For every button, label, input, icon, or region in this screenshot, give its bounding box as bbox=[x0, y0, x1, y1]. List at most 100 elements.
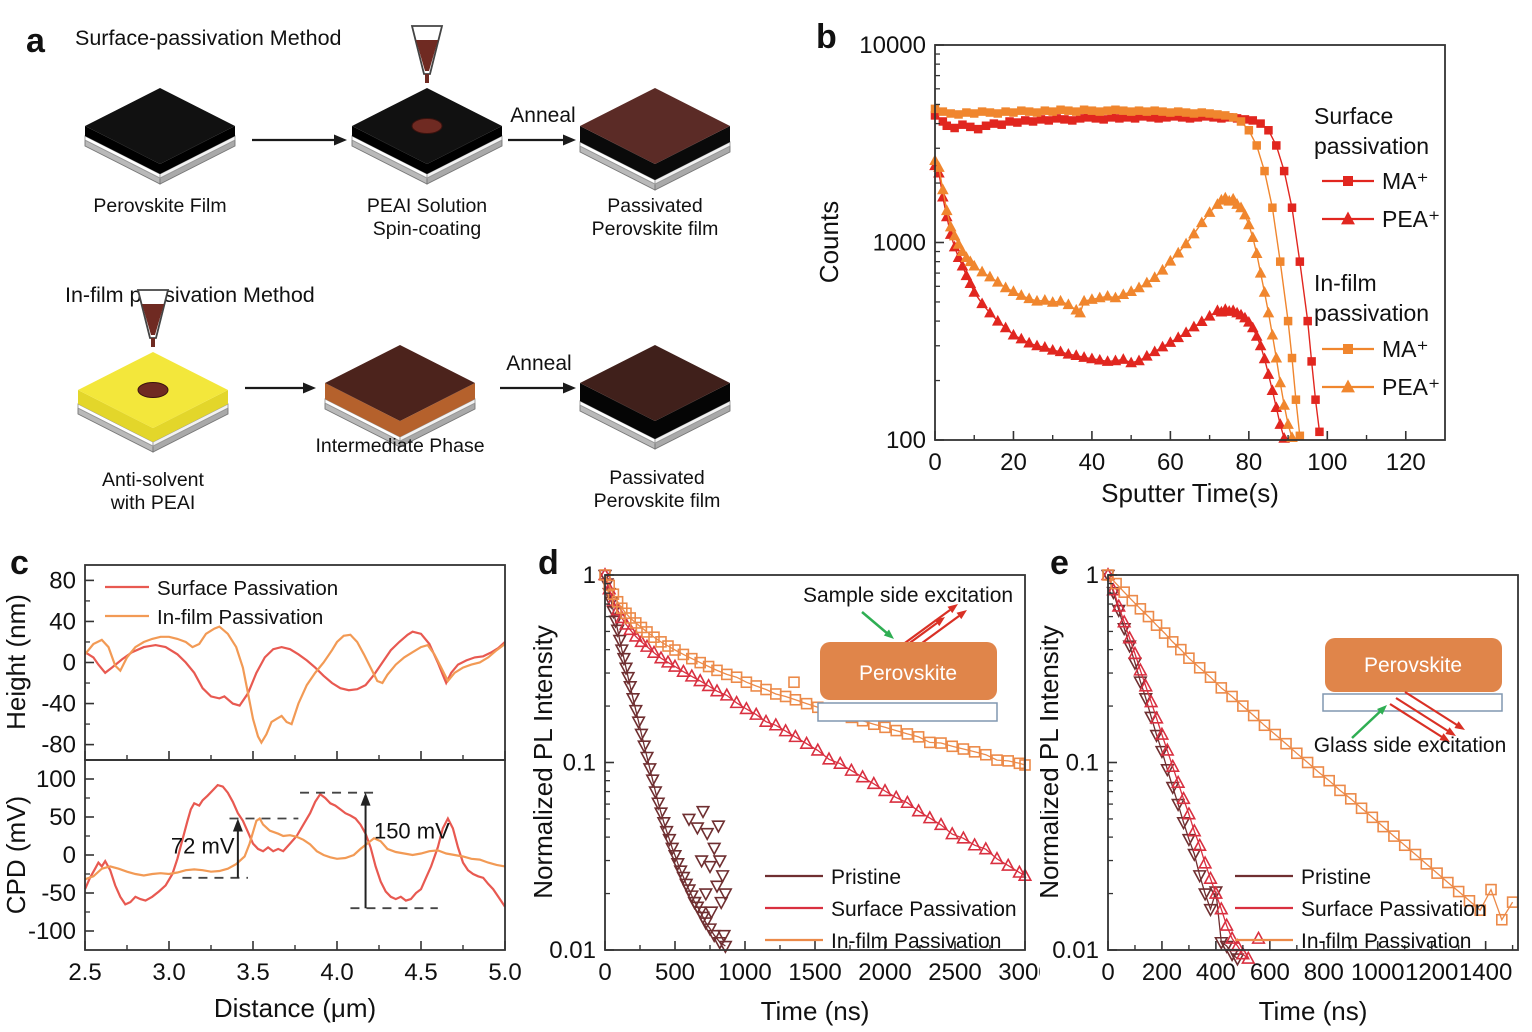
svg-text:1: 1 bbox=[1086, 562, 1099, 589]
x-axis-label: Time (ns) bbox=[761, 996, 870, 1026]
film-perovskite bbox=[84, 88, 236, 185]
panel-letter-b: b bbox=[816, 18, 837, 56]
svg-text:Surface Passivation: Surface Passivation bbox=[1301, 898, 1487, 921]
legend-item: Pristine bbox=[1235, 866, 1371, 889]
svg-text:-40: -40 bbox=[41, 691, 76, 718]
y-axis-label: Counts bbox=[814, 201, 844, 283]
series-surface-passivation-pea- bbox=[929, 159, 1290, 443]
svg-text:passivation: passivation bbox=[1314, 300, 1429, 326]
process-arrow: Anneal bbox=[508, 104, 576, 146]
svg-text:3.0: 3.0 bbox=[152, 959, 185, 986]
process-arrow bbox=[252, 134, 347, 146]
panel-e-chart: 0 200 400 600 800 1000 1200 1400 0.01 0.1 1 Time (n… bbox=[1040, 544, 1519, 1026]
svg-text:1000: 1000 bbox=[718, 959, 771, 986]
perovskite-layer bbox=[1325, 638, 1502, 692]
svg-text:200: 200 bbox=[1142, 959, 1182, 986]
svg-text:Surface Passivation: Surface Passivation bbox=[831, 898, 1017, 921]
perovskite-label: Perovskite bbox=[1364, 654, 1462, 677]
excitation-arrow-icon bbox=[1351, 705, 1387, 739]
legend-item: MA⁺ bbox=[1322, 336, 1429, 362]
inset-title: Sample side excitation bbox=[803, 584, 1013, 607]
svg-text:-100: -100 bbox=[28, 918, 76, 945]
svg-text:0.01: 0.01 bbox=[549, 937, 596, 964]
series-pristine-scatter bbox=[681, 805, 733, 944]
svg-text:2000: 2000 bbox=[858, 959, 911, 986]
legend-item: In-film Passivation bbox=[105, 606, 323, 629]
svg-text:500: 500 bbox=[655, 959, 695, 986]
anneal-label: Anneal bbox=[506, 352, 571, 375]
emission-arrows-icon bbox=[1389, 691, 1465, 742]
film-passivated-surface bbox=[579, 88, 731, 191]
process-arrow bbox=[245, 382, 316, 394]
film-antisolvent-peai bbox=[77, 289, 229, 453]
x-axis-label: Sputter Time(s) bbox=[1101, 478, 1279, 508]
x-axis-label: Time (ns) bbox=[1259, 996, 1368, 1026]
film-peai-spin-coating bbox=[351, 25, 503, 185]
panel-a-schematic: a Surface-passivation Method In-film pas… bbox=[26, 22, 731, 514]
svg-text:0: 0 bbox=[63, 842, 76, 869]
svg-text:passivation: passivation bbox=[1314, 133, 1429, 159]
legend-item: Surface Passivation bbox=[1235, 898, 1487, 921]
svg-text:72 mV: 72 mV bbox=[171, 833, 235, 858]
inset-glass-side-excitation: Perovskite Glass side excitation bbox=[1314, 638, 1507, 757]
svg-text:50: 50 bbox=[49, 804, 76, 831]
svg-text:40: 40 bbox=[1079, 449, 1106, 476]
svg-text:1: 1 bbox=[583, 562, 596, 589]
svg-text:1000: 1000 bbox=[1351, 959, 1404, 986]
series-surface-passivation bbox=[1100, 567, 1256, 964]
legend-item: Surface Passivation bbox=[105, 577, 338, 600]
svg-text:100: 100 bbox=[1307, 449, 1347, 476]
svg-text:0.01: 0.01 bbox=[1052, 937, 1099, 964]
inset-title: Glass side excitation bbox=[1314, 734, 1507, 757]
svg-text:In-film: In-film bbox=[1314, 270, 1377, 296]
svg-text:80: 80 bbox=[49, 567, 76, 594]
svg-text:Surface: Surface bbox=[1314, 103, 1393, 129]
kpfm-cpd-layer: 72 mV 150 mV 2.5 3.0 3.5 4.0 4.5 5.0 -100 -50 0 50 1… bbox=[1, 759, 522, 1023]
panel-c-chart: 72 mV 150 mV 2.5 3.0 3.5 4.0 4.5 5.0 -100 -50 0 50 1… bbox=[1, 544, 522, 1023]
excitation-arrow-icon bbox=[861, 611, 894, 639]
series-pristine bbox=[597, 569, 733, 954]
legend-item: PEA⁺ bbox=[1322, 374, 1440, 400]
y-axis-label: Normalized PL Intensity bbox=[1040, 625, 1064, 899]
svg-text:-50: -50 bbox=[41, 880, 76, 907]
svg-text:Pristine: Pristine bbox=[831, 866, 901, 889]
svg-text:Surface Passivation: Surface Passivation bbox=[157, 577, 338, 600]
svg-text:150 mV: 150 mV bbox=[374, 818, 450, 843]
series-surface-passivation-height bbox=[84, 630, 506, 707]
surface-passivation-title: Surface-passivation Method bbox=[75, 26, 342, 50]
svg-text:20: 20 bbox=[1000, 449, 1027, 476]
film-label: PEAI Solution bbox=[367, 195, 487, 217]
x-axis-label: Distance (μm) bbox=[214, 993, 376, 1023]
svg-text:4.0: 4.0 bbox=[320, 959, 353, 986]
in-film-passivation-title: In-film passivation Method bbox=[65, 283, 315, 307]
svg-text:100: 100 bbox=[36, 766, 76, 793]
perovskite-label: Perovskite bbox=[859, 662, 957, 685]
trpl-glass-side-layer: 0 200 400 600 800 1000 1200 1400 0.01 0.1 1 Time (n… bbox=[1040, 562, 1519, 1026]
film-label: Anti-solvent bbox=[102, 469, 204, 491]
series-in-film-passivation-height bbox=[84, 625, 506, 745]
svg-text:80: 80 bbox=[1235, 449, 1262, 476]
tof-sims-layer: 0 20 40 60 80 100 120 100 1000 10000 Sputter Time(… bbox=[814, 32, 1446, 508]
legend-item: MA⁺ bbox=[1322, 168, 1429, 194]
svg-text:-80: -80 bbox=[41, 732, 76, 759]
svg-text:40: 40 bbox=[49, 608, 76, 635]
panel-letter-c: c bbox=[10, 544, 29, 582]
film-label: Spin-coating bbox=[373, 218, 481, 240]
anneal-label: Anneal bbox=[510, 104, 575, 127]
svg-text:0: 0 bbox=[1101, 959, 1114, 986]
svg-text:1000: 1000 bbox=[873, 230, 926, 257]
y-axis-label: Normalized PL Intensity bbox=[530, 625, 558, 899]
svg-text:In-film Passivation: In-film Passivation bbox=[1301, 930, 1471, 953]
film-intermediate-phase bbox=[324, 345, 476, 448]
svg-text:1500: 1500 bbox=[788, 959, 841, 986]
series-in-film-passivation bbox=[1102, 569, 1519, 926]
legend-item: In-film Passivation bbox=[1235, 930, 1471, 953]
panel-letter-d: d bbox=[538, 544, 559, 582]
svg-text:4.5: 4.5 bbox=[404, 959, 437, 986]
svg-text:1200: 1200 bbox=[1405, 959, 1458, 986]
inset-sample-side-excitation: Sample side excitation Perovskite bbox=[803, 584, 1013, 722]
y-axis-label: CPD (mV) bbox=[1, 796, 31, 914]
